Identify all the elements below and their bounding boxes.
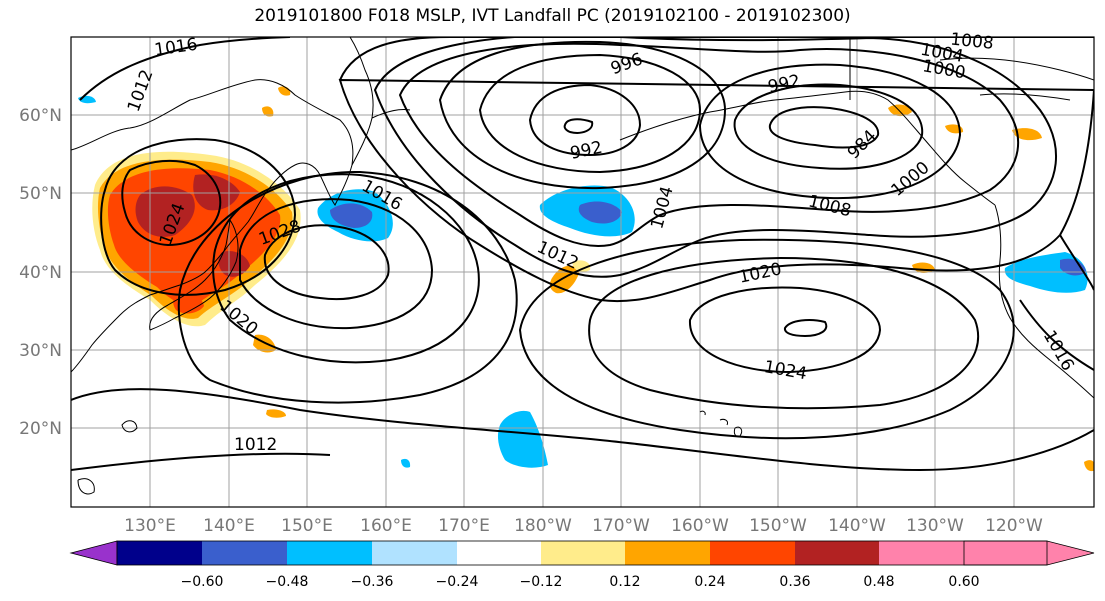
lon-label: 130°W — [906, 516, 964, 536]
isobar-1024-west — [239, 198, 434, 330]
isobar-1020-east — [588, 256, 980, 410]
colorbar-frame — [116, 540, 1048, 566]
shade-asia-dark-red-3 — [218, 250, 250, 277]
isobar-1016-nw — [79, 37, 291, 101]
isobar-pnw — [1059, 234, 1094, 291]
colorbar-tick-label: −0.48 — [266, 574, 309, 590]
lon-label: 120°W — [985, 516, 1043, 536]
isobar-1012-sw — [71, 452, 331, 471]
colorbar-swatch — [625, 541, 710, 565]
latitude-labels: 60°N 50°N 40°N 30°N 20°N — [19, 106, 62, 439]
longitude-labels: 130°E 140°E 150°E 160°E 170°E 180°W 170°… — [124, 516, 1043, 536]
lat-label-60n: 60°N — [19, 106, 62, 126]
colorbar-tick-label: −0.12 — [520, 574, 563, 590]
isobar-label: 1012 — [234, 435, 277, 455]
isobar-1024-east — [688, 286, 882, 374]
alaska-coast — [619, 90, 996, 206]
colorbar-tick-label: −0.36 — [351, 574, 394, 590]
colorbar-swatch — [287, 541, 372, 565]
colorbar-tick-label: 0.48 — [863, 574, 894, 590]
isobar-asia-outer — [100, 138, 297, 296]
lat-label-30n: 30°N — [19, 341, 62, 361]
lon-label: 160°E — [360, 516, 412, 536]
colorbar-swatch — [457, 541, 541, 565]
colorbar-tick-label: 0.36 — [779, 574, 810, 590]
shade-ak-1 — [888, 104, 912, 117]
shade-south-small — [401, 458, 411, 468]
lon-label: 180°W — [514, 516, 572, 536]
shade-pnw-dark — [1060, 258, 1086, 276]
colorbar-tick-label: 0.12 — [609, 574, 640, 590]
colorbar-swatch — [795, 541, 879, 565]
lon-label: 130°E — [124, 516, 176, 536]
lon-label: 140°E — [203, 516, 255, 536]
isobar-996 — [478, 53, 702, 174]
isobar-1028 — [263, 224, 390, 301]
lon-label: 140°W — [828, 516, 886, 536]
colorbar-extend-max — [963, 540, 1095, 566]
map-title: 2019101800 F018 MSLP, IVT Landfall PC (2… — [254, 6, 851, 26]
colorbar-tick-label: −0.60 — [181, 574, 224, 590]
isobar-high-center — [783, 319, 828, 338]
lon-label: 150°W — [749, 516, 807, 536]
japan-coast — [149, 219, 239, 331]
colorbar-swatch — [710, 541, 795, 565]
shade-180-dark — [578, 201, 622, 224]
shade-small-4 — [262, 106, 274, 117]
lon-label: 170°E — [438, 516, 490, 536]
colorbar-swatch — [541, 541, 625, 565]
lat-label-40n: 40°N — [19, 263, 62, 283]
isobar-984-ak — [768, 106, 880, 149]
isobar-asia-inner — [121, 159, 222, 247]
asia-coast — [71, 79, 354, 373]
colorbar-swatch — [202, 541, 287, 565]
lon-label: 150°E — [281, 516, 333, 536]
isobar-1000-ak — [698, 63, 962, 200]
shade-ak-5 — [1084, 460, 1094, 472]
shade-japan — [173, 293, 204, 314]
islands-south — [77, 420, 138, 495]
lon-label: 160°W — [671, 516, 729, 536]
colorbar-extend-min — [69, 540, 118, 566]
shade-south-light — [497, 410, 548, 468]
isobars — [71, 37, 1094, 472]
isobar-1016-west — [177, 170, 518, 404]
colorbar-tick-label: −0.24 — [436, 574, 479, 590]
isobar-992-n — [528, 83, 642, 157]
graticule — [71, 37, 1094, 507]
colorbar-swatch — [372, 541, 457, 565]
isobar-low-center — [563, 118, 594, 134]
lon-label: 170°W — [592, 516, 650, 536]
shade-asia-dark-red-2 — [193, 174, 240, 211]
isobar-1004 — [398, 42, 1019, 247]
isobar-na-coast — [1019, 299, 1094, 371]
isobar-1012-south — [71, 388, 1094, 472]
colorbar-swatch — [879, 541, 964, 565]
colorbar: −0.60 −0.48 −0.36 −0.24 −0.12 0.12 0.24 … — [69, 540, 1095, 590]
colorbar-swatch — [117, 541, 202, 565]
isobar-1016-east — [518, 238, 1015, 440]
shade-180-yellow — [572, 260, 591, 272]
map-border — [70, 36, 1095, 508]
shade-kam-dark — [330, 203, 373, 228]
colorbar-tick-label: 0.60 — [948, 574, 979, 590]
lat-label-20n: 20°N — [19, 419, 62, 439]
lat-label-50n: 50°N — [19, 184, 62, 204]
colorbar-tick-label: 0.24 — [694, 574, 725, 590]
na-west-coast — [994, 204, 1094, 399]
isobar-1008 — [373, 37, 1057, 278]
shade-ak-3 — [1012, 128, 1042, 141]
isobar-label: 1008 — [949, 29, 994, 53]
shade-small-2 — [266, 409, 286, 418]
